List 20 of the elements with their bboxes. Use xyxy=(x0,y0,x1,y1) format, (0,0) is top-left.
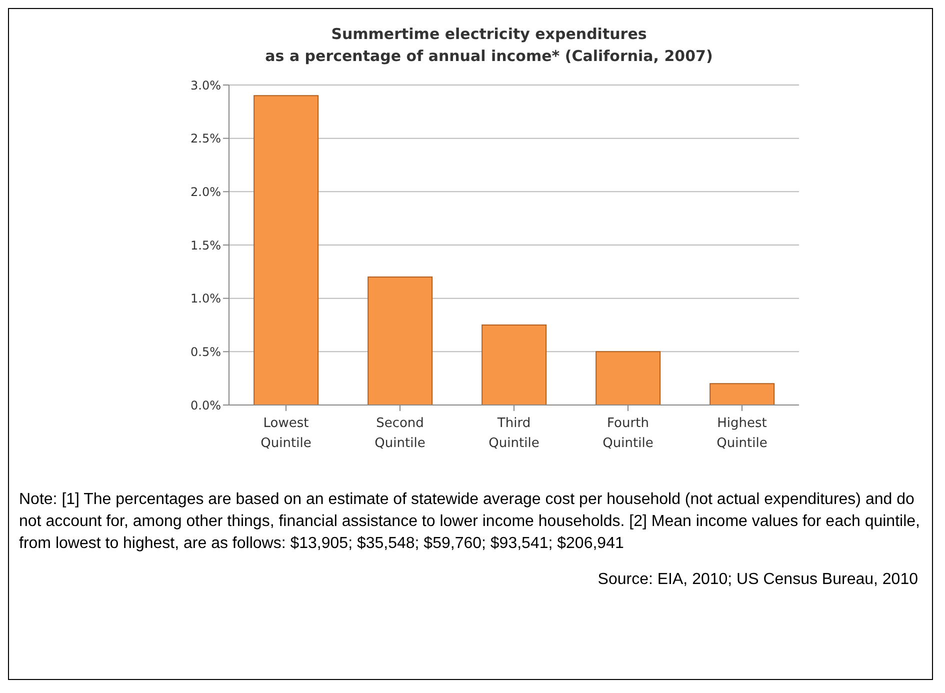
bar xyxy=(368,276,433,405)
chart-title: Summertime electricity expenditures as a percentage of annual income* (California, 2007) xyxy=(264,24,714,67)
x-tick-label: Lowest Quintile xyxy=(260,416,312,451)
x-tick-label: Fourth Quintile xyxy=(602,416,654,451)
bar xyxy=(254,95,319,405)
bar xyxy=(482,324,547,405)
y-tick-label: 1.0% xyxy=(190,292,221,306)
x-tick-label: Second Quintile xyxy=(374,416,426,451)
y-tick-label: 2.5% xyxy=(190,132,221,146)
text: Note: [1] The percentages are based on an estimate of statewide average cost per household (not actual expenditures) and do not account for, among other things, financial assistance to lower income households. [2] Mean income values for each quintile, from lowest to highest, are as follows: $13,905; $35,548; $59,760; $93,541; $206,941 xyxy=(19,490,921,554)
x-tick-label: Third Quintile xyxy=(488,416,540,451)
bar xyxy=(596,351,661,405)
y-tick-label: 1.5% xyxy=(190,238,221,252)
source-note: Source: EIA, 2010; US Census Bureau, 2010 xyxy=(596,570,918,590)
y-tick-label: 3.0% xyxy=(190,78,221,92)
y-tick-label: 2.0% xyxy=(190,184,221,199)
bar xyxy=(710,383,775,405)
y-tick-label: 0.5% xyxy=(190,344,221,359)
y-tick-label: 0.0% xyxy=(190,398,221,412)
x-tick-label: Highest Quintile xyxy=(716,416,768,451)
